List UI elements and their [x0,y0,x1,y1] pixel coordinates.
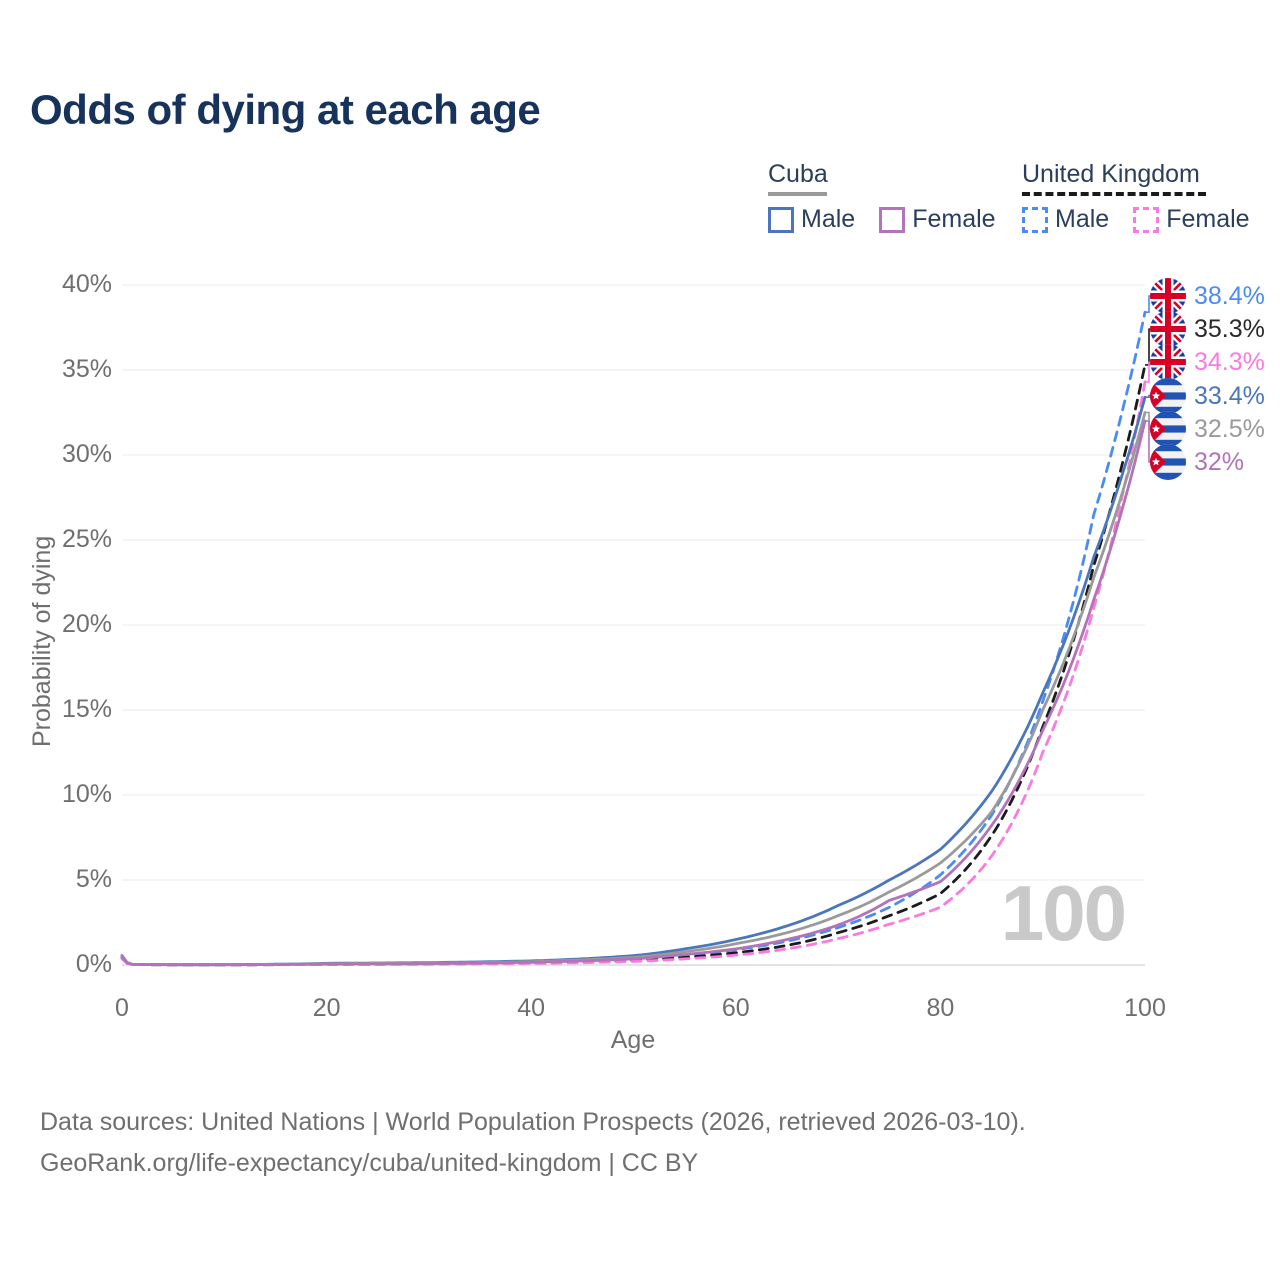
end-label-cuba-both: 32.5% [1150,411,1265,447]
end-label-uk-female: 34.3% [1150,344,1265,380]
end-value-label: 38.4% [1194,281,1265,310]
legend-header-cuba: Cuba [768,160,828,188]
end-label-uk-male: 38.4% [1150,278,1265,314]
y-tick-label: 30% [61,440,112,468]
y-tick-label: 0% [75,950,112,978]
legend-item-uk-female[interactable]: Female [1133,205,1250,234]
cuba-flag-icon [1150,444,1186,480]
line-uk-male[interactable] [120,310,1147,967]
end-label-uk-both: 35.3% [1150,311,1265,347]
age-counter-watermark: 100 [1000,869,1127,957]
end-label-cuba-male: 33.4% [1150,378,1265,414]
legend-label-cuba-male: Male [801,205,856,233]
x-tick-label: 60 [721,994,750,1022]
legend-item-cuba-female[interactable]: Female [879,205,996,234]
legend-item-cuba-male[interactable]: Male [768,205,855,234]
legend-label-uk-female: Female [1166,205,1250,233]
footer-attribution-link[interactable]: GeoRank.org/life-expectancy/cuba/united-… [40,1149,699,1177]
end-value-label: 32.5% [1194,414,1265,443]
legend-swatch-cuba-female-icon [879,206,906,233]
legend-label-cuba-female: Female [912,205,996,233]
end-label-cuba-female: 32% [1150,444,1244,480]
x-tick-label: 0 [115,994,129,1022]
line-uk-female[interactable] [120,380,1147,967]
footer-data-sources: Data sources: United Nations | World Pop… [40,1108,1026,1136]
legend-label-uk-male: Male [1055,205,1110,233]
cuba-flag-icon [1150,411,1186,447]
end-value-label: 34.3% [1194,347,1265,376]
cuba-flag-icon [1150,378,1186,414]
page-title: Odds of dying at each age [30,86,541,133]
legend-header-uk: United Kingdom [1022,160,1200,188]
uk-flag-icon [1150,278,1186,314]
y-tick-label: 40% [61,270,112,298]
x-axis-title: Age [610,1026,656,1054]
y-tick-label: 5% [75,865,112,893]
y-tick-label: 25% [61,525,112,553]
x-tick-label: 20 [312,994,341,1022]
legend-underline-uk [1022,192,1206,196]
legend-group-cuba: Cuba Male Female [768,160,996,234]
y-tick-label: 15% [61,695,112,723]
x-tick-label: 40 [517,994,546,1022]
x-tick-label: 80 [926,994,955,1022]
x-tick-label: 100 [1124,994,1166,1022]
legend-group-uk: United Kingdom Male Female [1022,160,1250,234]
uk-flag-icon [1150,311,1186,347]
y-axis-title: Probability of dying [28,535,56,747]
legend-swatch-cuba-male-icon [768,206,794,233]
uk-flag-icon [1150,344,1186,380]
line-cuba-female[interactable] [120,419,1147,967]
legend-underline-cuba [768,192,827,196]
y-tick-label: 10% [61,780,112,808]
end-value-label: 35.3% [1194,314,1265,343]
end-value-label: 32% [1194,447,1245,476]
legend-item-uk-male[interactable]: Male [1022,205,1109,234]
y-tick-label: 35% [61,355,112,383]
legend-swatch-uk-female-icon [1133,206,1160,233]
legend-swatch-uk-male-icon [1022,206,1048,233]
y-tick-label: 20% [61,610,112,638]
end-value-label: 33.4% [1194,381,1265,410]
